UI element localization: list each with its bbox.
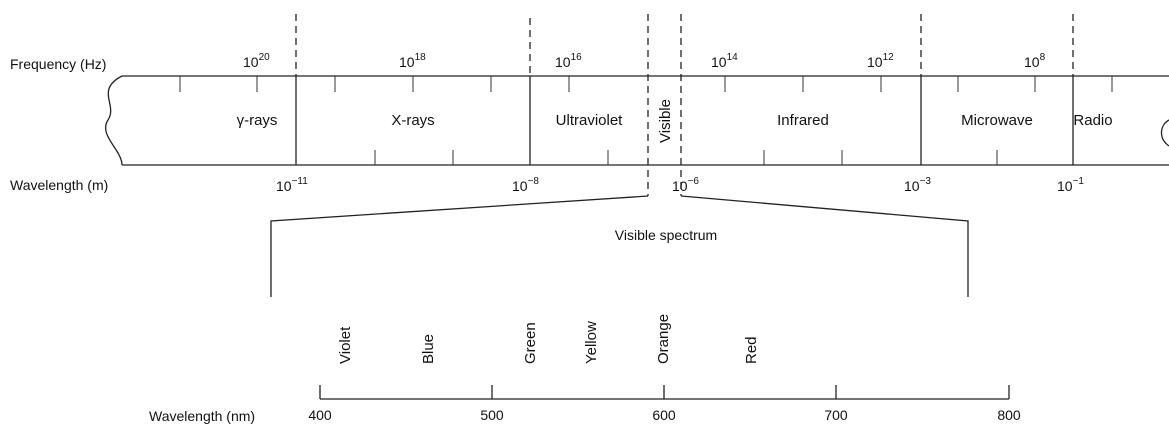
band-right-wave-edge (1160, 119, 1169, 147)
frequency-tick-labels: 1020 1018 1016 1014 1012 108 (243, 52, 1046, 70)
nm-tick-label: 500 (480, 407, 504, 423)
nm-axis: Wavelength (nm) 400 500 600 700 800 (149, 385, 1021, 424)
color-label-green: Green (522, 322, 539, 364)
nm-tick-label: 700 (824, 407, 848, 423)
wl-label: 10−11 (276, 176, 308, 194)
wl-label: 10−1 (1057, 176, 1084, 194)
band-left-wave-edge (105, 75, 123, 166)
freq-label: 1016 (555, 52, 582, 70)
freq-label: 108 (1024, 52, 1046, 70)
wavelength-tick-labels: 10−11 10−8 10−6 10−3 10−1 (276, 176, 1084, 194)
zoom-line-right (680, 195, 969, 297)
color-label-violet: Violet (337, 326, 354, 364)
nm-tick-label: 600 (652, 407, 676, 423)
color-label-red: Red (743, 336, 760, 364)
band-label-infrared: Infrared (777, 112, 829, 129)
band-label-ultraviolet: Ultraviolet (556, 112, 624, 129)
band-label-radio: Radio (1073, 112, 1112, 129)
band-label-microwave: Microwave (961, 112, 1033, 129)
spectrum-band: γ-rays X-rays Ultraviolet Visible Infrar… (105, 14, 1169, 196)
nm-tick-label: 400 (308, 407, 332, 423)
color-label-yellow: Yellow (583, 321, 600, 364)
frequency-ticks (179, 76, 1113, 92)
visible-zoom-lines (270, 195, 969, 297)
freq-label: 1020 (243, 52, 270, 70)
zoom-line-left (270, 195, 649, 297)
band-label-visible: Visible (657, 99, 674, 143)
wl-label: 10−3 (904, 176, 931, 194)
color-label-blue: Blue (420, 334, 437, 364)
freq-label: 1018 (399, 52, 426, 70)
color-label-orange: Orange (655, 314, 672, 364)
visible-spectrum-title: Visible spectrum (615, 227, 717, 243)
nm-tick-label: 800 (997, 407, 1021, 423)
band-label-gamma: γ-rays (237, 112, 278, 129)
freq-label: 1012 (867, 52, 894, 70)
freq-label: 1014 (711, 52, 738, 70)
wl-label: 10−8 (512, 176, 539, 194)
frequency-axis-label: Frequency (Hz) (10, 56, 106, 72)
wavelength-ticks (374, 150, 998, 165)
wl-label: 10−6 (672, 176, 699, 194)
band-label-xray: X-rays (391, 112, 434, 129)
wavelength-axis-label: Wavelength (m) (10, 177, 108, 193)
nm-axis-label: Wavelength (nm) (149, 408, 255, 424)
visible-color-labels: Violet Blue Green Yellow Orange Red (337, 314, 760, 364)
